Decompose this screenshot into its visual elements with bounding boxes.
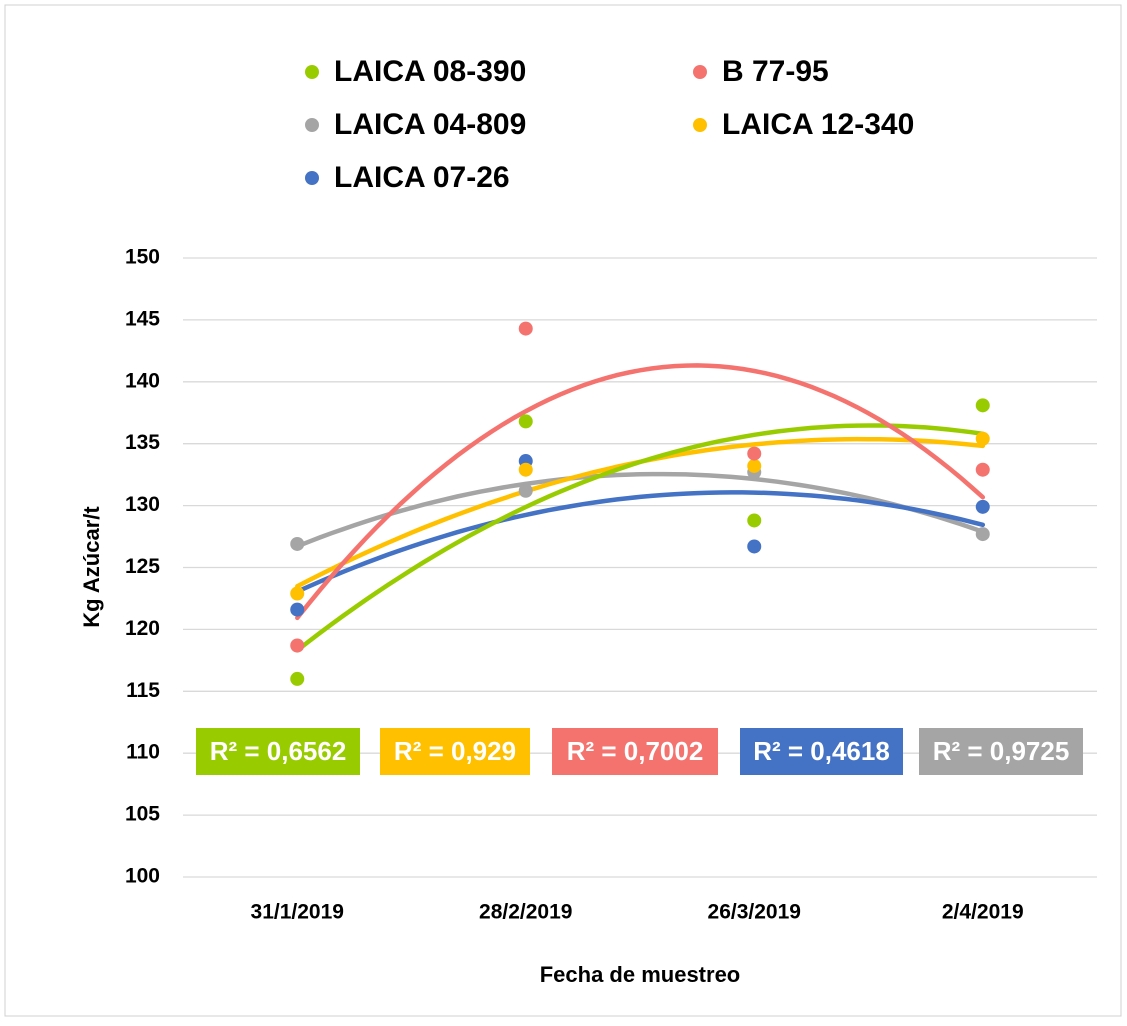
legend-marker xyxy=(305,65,319,79)
y-tick-label: 150 xyxy=(125,246,160,269)
point xyxy=(975,462,990,477)
point xyxy=(518,321,533,336)
y-tick-label: 120 xyxy=(125,617,160,640)
legend-label: LAICA 08-390 xyxy=(334,55,526,88)
trendline xyxy=(295,490,986,594)
point xyxy=(518,462,533,477)
x-tick-label: 26/3/2019 xyxy=(708,901,801,924)
annotation-box xyxy=(552,728,718,775)
legend-marker xyxy=(693,65,707,79)
point xyxy=(975,499,990,514)
point xyxy=(747,539,762,554)
point xyxy=(518,414,533,429)
y-tick-label: 135 xyxy=(125,431,160,454)
point xyxy=(975,398,990,413)
chart-border xyxy=(4,4,1122,1017)
annotation-box xyxy=(196,728,360,775)
legend-label: LAICA 07-26 xyxy=(334,161,510,194)
point xyxy=(747,446,762,461)
point xyxy=(290,602,305,617)
annotation: R² = 0,9725 xyxy=(933,736,1070,766)
y-tick-label: 105 xyxy=(125,803,160,826)
x-axis-title: Fecha de muestreo xyxy=(540,962,741,987)
point xyxy=(290,638,305,653)
y-tick-label: 130 xyxy=(125,493,160,516)
y-tick-label: 115 xyxy=(126,679,160,702)
y-tick-label: 145 xyxy=(125,307,160,330)
y-tick-label: 125 xyxy=(125,555,160,578)
point xyxy=(975,431,990,446)
point xyxy=(290,536,305,551)
legend-label: LAICA 12-340 xyxy=(722,108,914,141)
legend-label: LAICA 04-809 xyxy=(334,108,526,141)
x-tick-label: 31/1/2019 xyxy=(251,901,344,924)
annotation-box xyxy=(380,728,530,775)
y-tick-label: 140 xyxy=(125,369,160,392)
x-tick-label: 28/2/2019 xyxy=(479,901,572,924)
y-tick-label: 110 xyxy=(126,741,160,764)
annotation: R² = 0,4618 xyxy=(753,736,890,766)
point xyxy=(290,586,305,601)
legend-marker xyxy=(693,118,707,132)
trendline xyxy=(295,423,986,653)
annotation-box xyxy=(740,728,903,775)
legend-label: B 77-95 xyxy=(722,55,829,88)
trendline xyxy=(295,471,986,549)
annotation: R² = 0,929 xyxy=(394,736,516,766)
legend-marker xyxy=(305,118,319,132)
annotation-box xyxy=(919,728,1083,775)
x-tick-label: 2/4/2019 xyxy=(942,901,1024,924)
point xyxy=(975,527,990,542)
legend-marker xyxy=(305,171,319,185)
point xyxy=(518,483,533,498)
point xyxy=(290,671,305,686)
point xyxy=(747,513,762,528)
annotation: R² = 0,7002 xyxy=(567,736,704,766)
point xyxy=(747,458,762,473)
y-tick-label: 100 xyxy=(125,865,160,888)
trendline xyxy=(295,363,986,621)
annotation: R² = 0,6562 xyxy=(210,736,347,766)
y-axis-title: Kg Azúcar/t xyxy=(79,506,104,628)
